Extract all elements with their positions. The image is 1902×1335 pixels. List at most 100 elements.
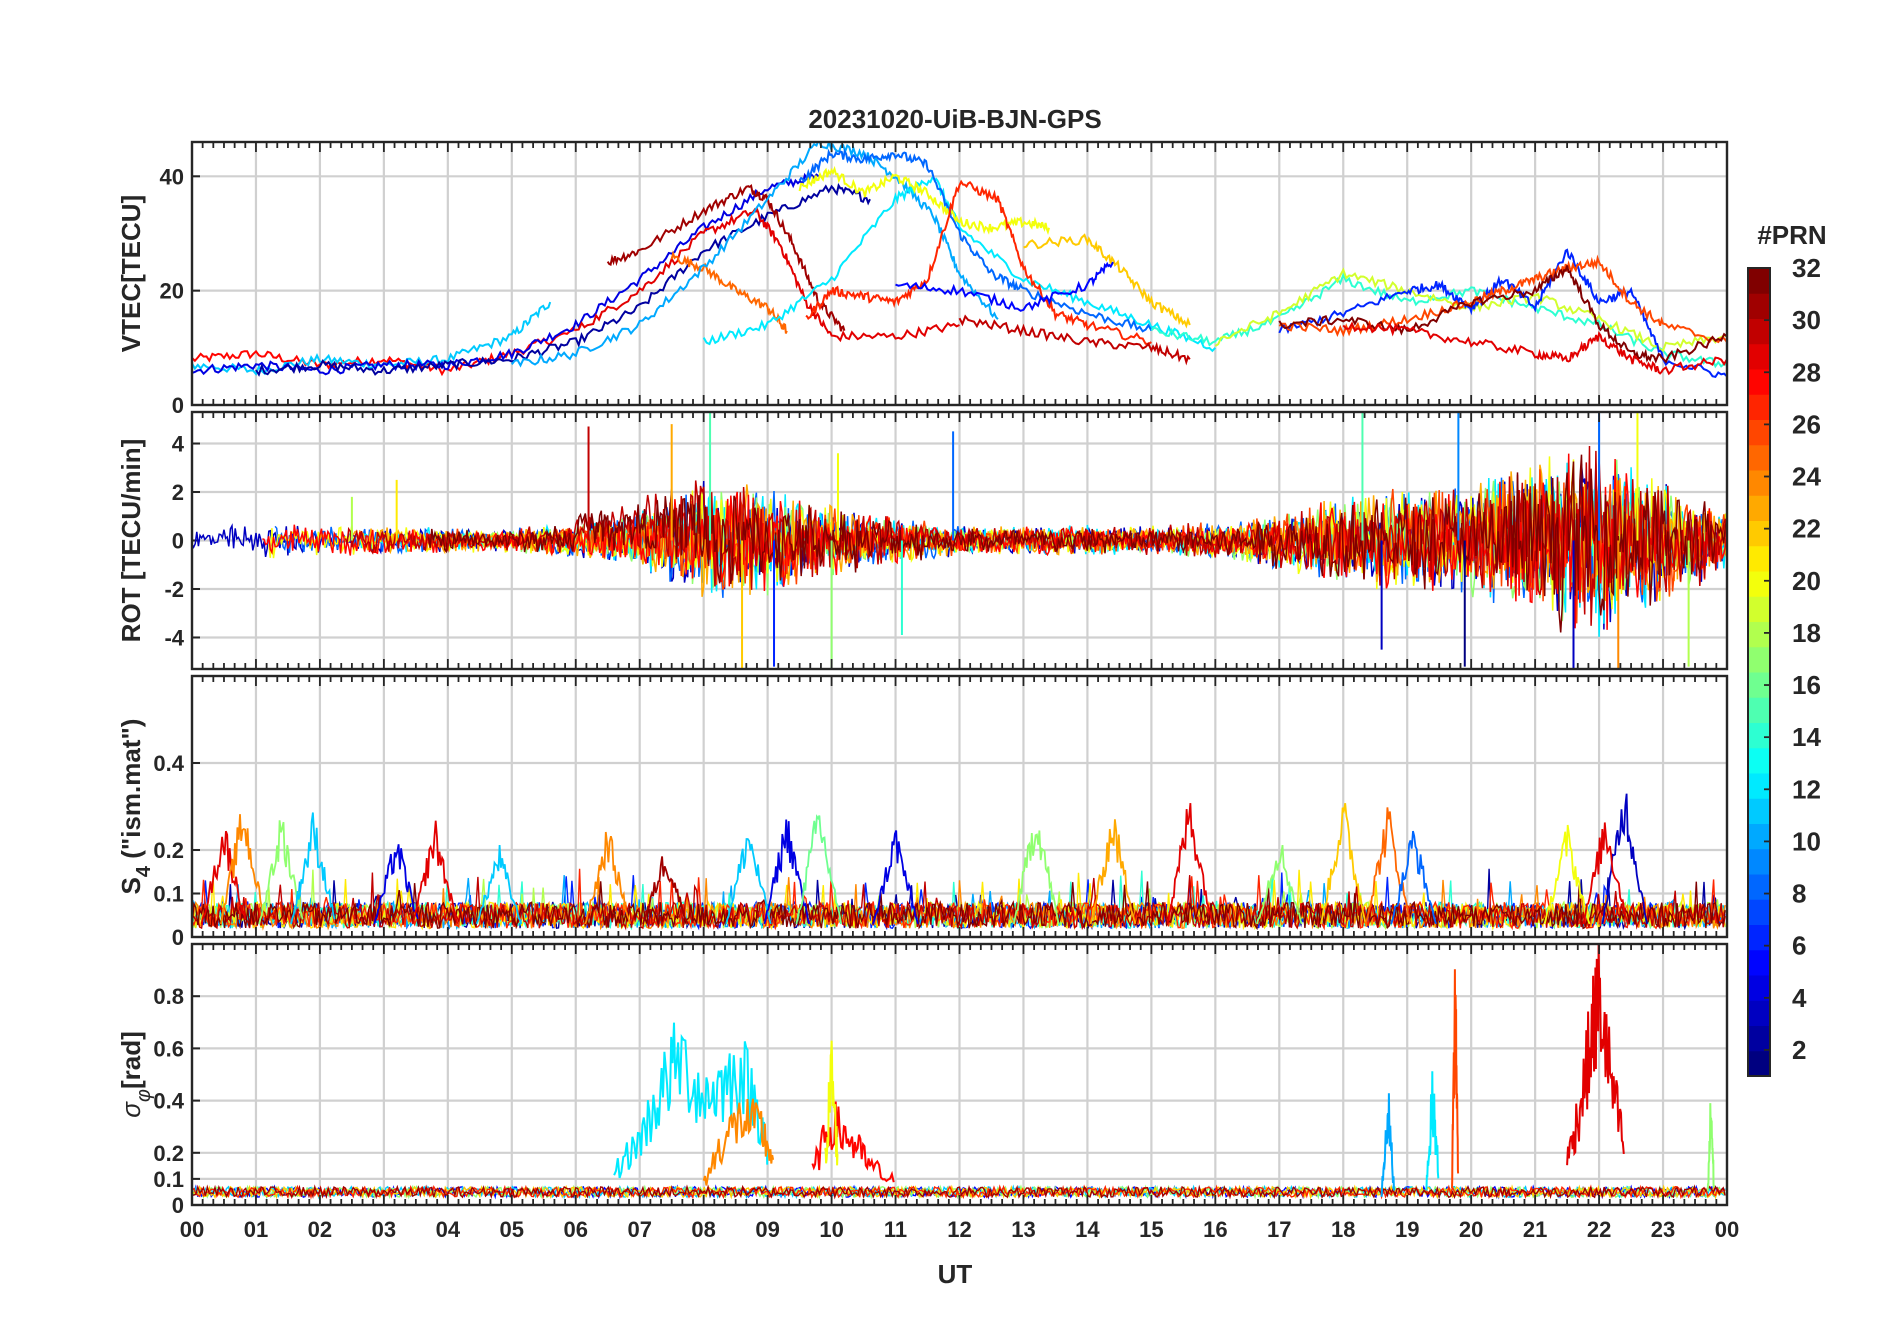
colorbar-tick-label: 4 <box>1792 983 1807 1013</box>
s4-peak-prn-3 <box>1601 793 1648 925</box>
colorbar-tick-label: 30 <box>1792 305 1821 335</box>
y-axis-label-main: σ <box>116 1101 146 1118</box>
colorbar-label: #PRN <box>1757 220 1826 250</box>
colorbar-segment <box>1748 848 1770 875</box>
sigma-activity-prn-10 <box>1380 1093 1395 1197</box>
x-tick-label: 23 <box>1651 1217 1675 1242</box>
plot-area <box>192 142 1727 379</box>
y-tick-label: 0.8 <box>153 984 184 1009</box>
colorbar-tick-label: 12 <box>1792 774 1821 804</box>
y-tick-label: 0 <box>172 529 184 554</box>
x-tick-label: 17 <box>1267 1217 1291 1242</box>
colorbar-tick-label: 24 <box>1792 462 1821 492</box>
panel-sigma_phi: 00.10.2 0.4 0.6 0.8 σφ[rad] <box>116 942 1729 1218</box>
vtec-series-prn-27 <box>805 179 1152 345</box>
colorbar-segment <box>1748 470 1770 496</box>
x-tick-label: 12 <box>947 1217 971 1242</box>
vtec-series-prn-2 <box>255 182 871 377</box>
s4-peak-prn-29 <box>411 820 459 925</box>
x-tick-label: 07 <box>627 1217 651 1242</box>
colorbar-tick-label: 32 <box>1792 253 1821 283</box>
y-tick-label: -2 <box>164 577 184 602</box>
colorbar-segment <box>1748 874 1770 900</box>
colorbar-tick-label: 28 <box>1792 357 1821 387</box>
y-tick-label: 2 <box>172 480 184 505</box>
y-tick-label: 0.2 <box>153 1141 184 1166</box>
colorbar-segment <box>1748 975 1770 1001</box>
x-tick-label: 22 <box>1587 1217 1611 1242</box>
colorbar-segment <box>1748 697 1770 723</box>
vtec-series-prn-25 <box>670 250 788 334</box>
y-tick-label: 0.4 <box>153 751 184 776</box>
panel-frame <box>190 942 1729 1207</box>
sigma-activity-prn-20 <box>824 1040 839 1166</box>
colorbar-segment <box>1748 343 1770 370</box>
x-tick-label: 18 <box>1331 1217 1355 1242</box>
s4-peak-prn-29 <box>1166 803 1213 925</box>
colorbar-segment <box>1748 419 1770 446</box>
x-tick-label: 11 <box>884 1217 907 1242</box>
sigma-activity-prn-29 <box>1566 944 1625 1166</box>
vtec-series-prn-5 <box>895 261 1114 312</box>
y-axis-label-sub: 4 <box>133 865 155 877</box>
colorbar-segment <box>1748 571 1770 597</box>
colorbar-tick-label: 6 <box>1792 931 1806 961</box>
y-axis-label-rest: [rad] <box>116 1031 146 1089</box>
x-tick-label: 21 <box>1523 1217 1547 1242</box>
vtec-series-prn-10 <box>511 142 999 368</box>
sigma-activity-prn-12 <box>1425 1071 1440 1191</box>
s4-peak-prn-31 <box>642 856 689 925</box>
x-tick-label: 06 <box>564 1217 588 1242</box>
x-tick-label: 14 <box>1075 1217 1100 1242</box>
sigma-series-prn-31 <box>192 1184 1726 1200</box>
colorbar-segment <box>1748 823 1770 850</box>
y-tick-label: 0.6 <box>153 1036 184 1061</box>
x-tick-label: 10 <box>819 1217 843 1242</box>
vtec-series-prn-29 <box>575 207 960 343</box>
colorbar-segment <box>1748 495 1770 521</box>
colorbar-tick-label: 14 <box>1792 722 1821 752</box>
s4-peak-prn-11 <box>290 812 336 925</box>
y-tick-label: 0.2 <box>153 838 184 863</box>
sigma-activity-prn-17 <box>1706 1103 1715 1192</box>
x-tick-label: 03 <box>372 1217 396 1242</box>
y-tick-label: 40 <box>160 164 184 189</box>
colorbar-segment <box>1748 747 1770 774</box>
colorbar-segment <box>1748 268 1770 294</box>
s4-peak-prn-23 <box>1089 819 1137 925</box>
panel-s4: 00.10.20.4S4 ("ism.mat") <box>116 674 1729 950</box>
colorbar-segment <box>1748 924 1770 951</box>
colorbar-tick-label: 10 <box>1792 826 1821 856</box>
colorbar-segment <box>1748 318 1770 345</box>
x-tick-label: 00 <box>180 1217 204 1242</box>
x-tick-label: 02 <box>308 1217 332 1242</box>
vtec-series-prn-29 <box>1342 321 1727 376</box>
plot-area <box>192 793 1726 931</box>
s4-peak-prn-8 <box>1390 830 1437 925</box>
panel-frame <box>190 140 1729 407</box>
colorbar-segment <box>1748 596 1770 622</box>
vtec-series-prn-31 <box>606 184 846 332</box>
colorbar-segment <box>1748 773 1770 799</box>
y-tick-label: -4 <box>164 625 184 650</box>
vtec-series-prn-8 <box>798 148 1153 333</box>
x-tick-label: 15 <box>1139 1217 1163 1242</box>
s4-series-prn-32 <box>192 881 1726 931</box>
s4-peak-prn-20 <box>1543 824 1591 925</box>
colorbar-segment <box>1748 722 1770 749</box>
s4-peak-prn-29 <box>200 830 246 925</box>
vtec-series-prn-22 <box>1023 233 1191 329</box>
vtec-series-prn-11 <box>192 301 552 376</box>
y-tick-label: 0.1 <box>153 1167 184 1192</box>
s4-peak-prn-17 <box>258 820 304 925</box>
s4-peak-prn-29 <box>1582 822 1629 925</box>
colorbar-tick-label: 8 <box>1792 879 1806 909</box>
vtec-series-prn-26 <box>1278 254 1727 344</box>
colorbar-tick-label: 20 <box>1792 566 1821 596</box>
panel-rot: -4 -2 0 2 4 ROT [TECU/min] <box>116 410 1729 671</box>
colorbar-tick-label: 18 <box>1792 618 1821 648</box>
y-tick-label: 0.1 <box>153 882 184 907</box>
colorbar-segment <box>1748 293 1770 319</box>
